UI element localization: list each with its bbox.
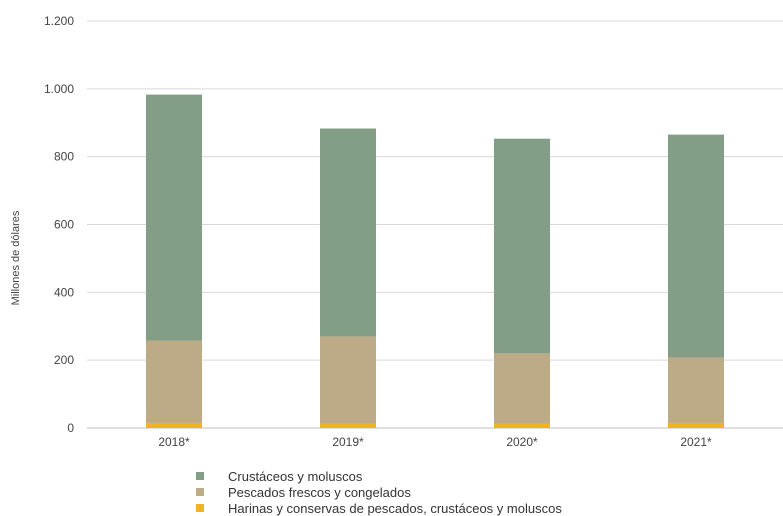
legend-swatch (196, 488, 204, 496)
y-tick-label: 1.000 (44, 82, 74, 96)
legend: Crustáceos y moluscos Pescados frescos y … (196, 468, 756, 516)
bar-segment (494, 423, 550, 428)
y-axis-ticks: 0 200 400 600 800 1.000 1.200 (44, 14, 74, 435)
legend-item: Pescados frescos y congelados (196, 484, 756, 500)
x-tick-label: 2019* (332, 435, 364, 449)
bar-segment (320, 423, 376, 428)
y-axis-label: Millones de dólares (10, 210, 22, 305)
legend-swatch (196, 504, 204, 512)
gridlines (87, 20, 783, 429)
legend-item: Crustáceos y moluscos (196, 468, 756, 484)
bar-segment (320, 336, 376, 424)
legend-label: Pescados frescos y congelados (228, 484, 411, 500)
x-tick-label: 2020* (506, 435, 538, 449)
bar-segment (146, 340, 202, 423)
bar-segment (668, 357, 724, 423)
legend-item: Harinas y conservas de pescados, crustác… (196, 500, 756, 516)
bar-segment (668, 134, 724, 358)
y-tick-label: 800 (54, 150, 74, 164)
bar-segment (494, 138, 550, 354)
legend-label: Crustáceos y moluscos (228, 468, 363, 484)
bar-segment (146, 94, 202, 341)
x-tick-label: 2021* (680, 435, 712, 449)
legend-swatch (196, 472, 204, 480)
x-tick-label: 2018* (158, 435, 190, 449)
bar-segment (320, 128, 376, 337)
x-axis-ticks: 2018* 2019* 2020* 2021* (158, 435, 712, 449)
legend-label: Harinas y conservas de pescados, crustác… (228, 500, 562, 516)
bar-segment (146, 422, 202, 428)
y-tick-label: 600 (54, 218, 74, 232)
y-tick-label: 400 (54, 285, 74, 299)
bar-segment (668, 422, 724, 428)
y-tick-label: 200 (54, 353, 74, 367)
bar-segment (494, 353, 550, 424)
y-tick-label: 0 (67, 421, 74, 435)
bars (146, 94, 724, 428)
y-tick-label: 1.200 (44, 14, 74, 28)
